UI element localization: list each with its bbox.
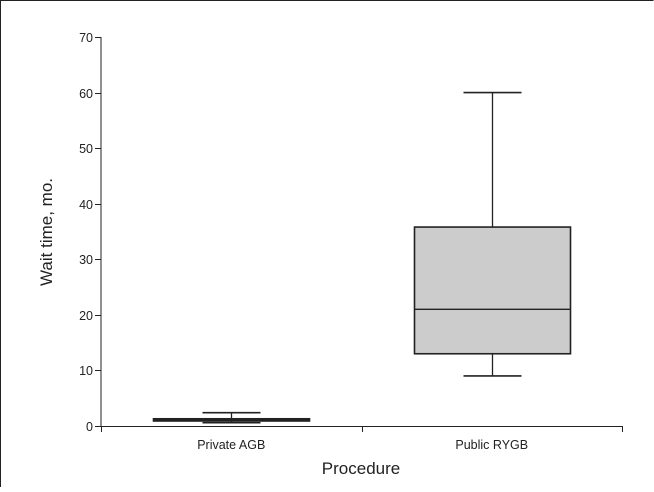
y-tick-label: 0 xyxy=(86,420,93,434)
y-tick-label: 30 xyxy=(79,253,93,267)
y-tick-label: 10 xyxy=(79,364,93,378)
y-tick-label: 60 xyxy=(79,87,93,101)
box-series xyxy=(152,91,572,424)
x-axis: Private AGB Public RYGB xyxy=(101,426,623,452)
y-tick-label: 50 xyxy=(79,142,93,156)
box-private-agb xyxy=(152,411,311,424)
y-axis-title: Wait time, mo. xyxy=(37,178,56,286)
y-tick-label: 20 xyxy=(79,309,93,323)
box-public-rygb xyxy=(413,91,572,377)
x-axis-title: Procedure xyxy=(322,459,400,478)
y-axis: 0 10 20 30 40 50 60 70 xyxy=(79,31,102,434)
y-tick-label: 70 xyxy=(79,31,93,45)
interquartile-box xyxy=(413,226,572,355)
x-category-label: Public RYGB xyxy=(455,438,528,452)
x-category-label: Private AGB xyxy=(197,438,265,452)
y-tick-label: 40 xyxy=(79,198,93,212)
